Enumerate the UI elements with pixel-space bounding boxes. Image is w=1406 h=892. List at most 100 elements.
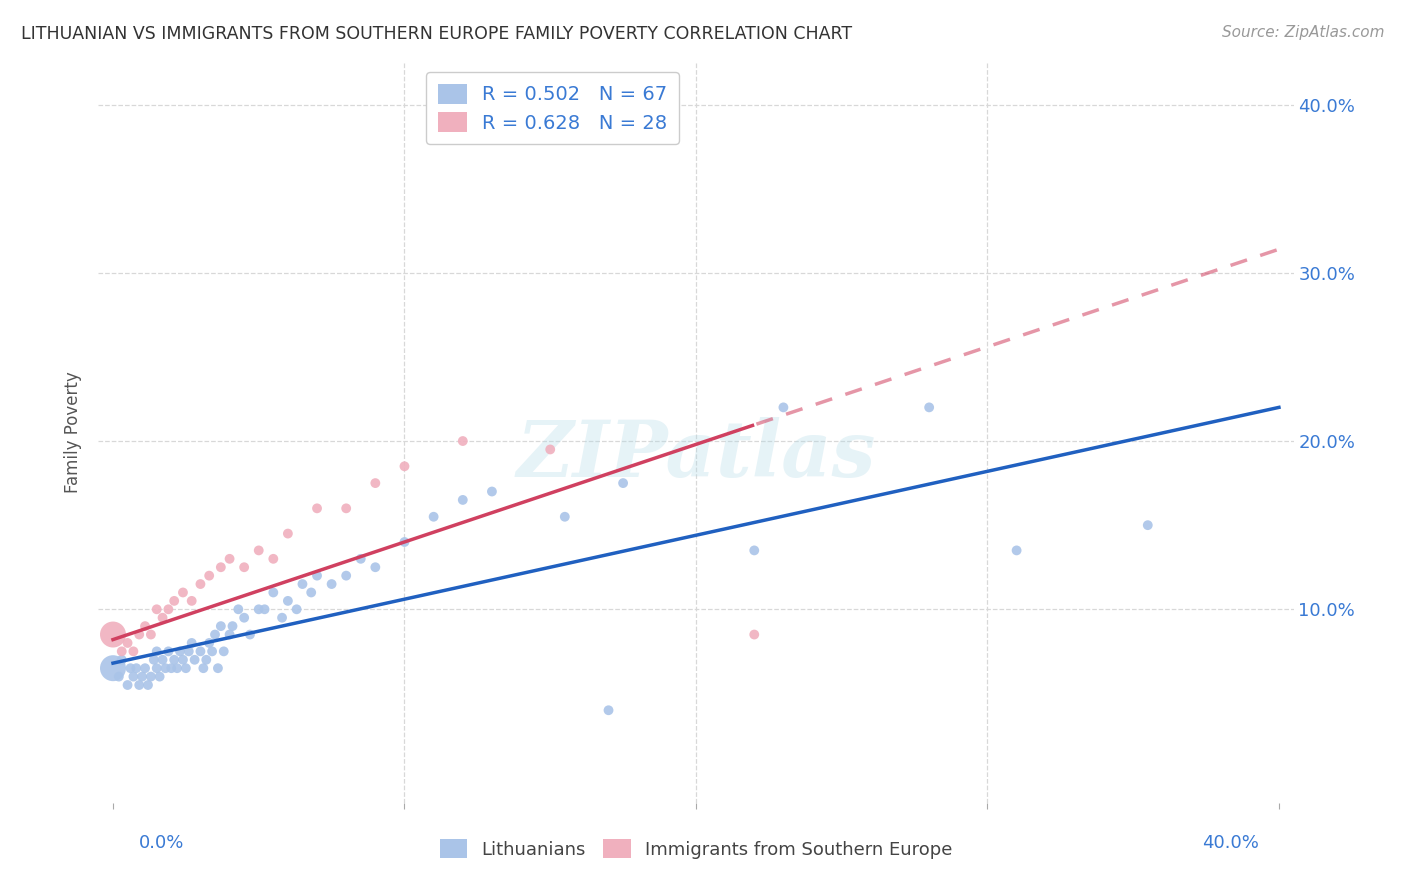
Point — [122, 670, 145, 684]
Point — [117, 636, 139, 650]
Point — [321, 577, 343, 591]
Point — [1005, 543, 1028, 558]
Point — [239, 627, 262, 641]
Point — [207, 661, 229, 675]
Point — [101, 661, 124, 675]
Point — [190, 644, 212, 658]
Text: Source: ZipAtlas.com: Source: ZipAtlas.com — [1222, 25, 1385, 40]
Point — [253, 602, 276, 616]
Point — [122, 644, 145, 658]
Point — [742, 627, 765, 641]
Point — [198, 636, 221, 650]
Point — [204, 627, 226, 641]
Point — [139, 627, 162, 641]
Point — [155, 661, 177, 675]
Point — [218, 627, 240, 641]
Point — [305, 501, 328, 516]
Point — [1136, 518, 1159, 533]
Point — [271, 610, 294, 624]
Point — [145, 661, 167, 675]
Point — [136, 678, 159, 692]
Point — [163, 594, 186, 608]
Point — [157, 602, 180, 616]
Point — [598, 703, 620, 717]
Point — [190, 577, 212, 591]
Point — [335, 568, 357, 582]
Point — [612, 476, 634, 491]
Point — [299, 585, 322, 599]
Point — [772, 401, 794, 415]
Point — [152, 653, 174, 667]
Point — [451, 492, 474, 507]
Point — [128, 678, 150, 692]
Point — [212, 644, 235, 658]
Point — [422, 509, 444, 524]
Point — [149, 670, 172, 684]
Point — [233, 610, 256, 624]
Point — [285, 602, 308, 616]
Point — [142, 653, 165, 667]
Point — [193, 661, 215, 675]
Point — [554, 509, 576, 524]
Y-axis label: Family Poverty: Family Poverty — [65, 372, 83, 493]
Point — [364, 476, 387, 491]
Point — [201, 644, 224, 658]
Text: ZIPatlas: ZIPatlas — [516, 417, 876, 493]
Point — [166, 661, 188, 675]
Point — [335, 501, 357, 516]
Point — [174, 661, 197, 675]
Point — [134, 619, 156, 633]
Point — [145, 644, 167, 658]
Point — [228, 602, 250, 616]
Point — [262, 551, 284, 566]
Point — [134, 661, 156, 675]
Point — [177, 644, 200, 658]
Point — [180, 636, 202, 650]
Point — [152, 610, 174, 624]
Point — [277, 594, 299, 608]
Point — [277, 526, 299, 541]
Point — [291, 577, 314, 591]
Point — [394, 535, 416, 549]
Point — [183, 653, 205, 667]
Point — [108, 670, 131, 684]
Point — [305, 568, 328, 582]
Point — [180, 594, 202, 608]
Point — [128, 627, 150, 641]
Point — [198, 568, 221, 582]
Point — [209, 619, 232, 633]
Point — [101, 627, 124, 641]
Point — [169, 644, 191, 658]
Point — [481, 484, 503, 499]
Point — [160, 661, 183, 675]
Text: 40.0%: 40.0% — [1202, 834, 1258, 852]
Point — [120, 661, 142, 675]
Point — [111, 653, 134, 667]
Point — [125, 661, 148, 675]
Point — [172, 653, 194, 667]
Text: LITHUANIAN VS IMMIGRANTS FROM SOUTHERN EUROPE FAMILY POVERTY CORRELATION CHART: LITHUANIAN VS IMMIGRANTS FROM SOUTHERN E… — [21, 25, 852, 43]
Point — [195, 653, 218, 667]
Point — [111, 644, 134, 658]
Point — [233, 560, 256, 574]
Point — [247, 543, 270, 558]
Point — [538, 442, 561, 457]
Point — [117, 678, 139, 692]
Point — [364, 560, 387, 574]
Point — [918, 401, 941, 415]
Point — [262, 585, 284, 599]
Point — [221, 619, 243, 633]
Point — [451, 434, 474, 448]
Point — [394, 459, 416, 474]
Point — [139, 670, 162, 684]
Point — [218, 551, 240, 566]
Point — [742, 543, 765, 558]
Point — [157, 644, 180, 658]
Text: 0.0%: 0.0% — [139, 834, 184, 852]
Point — [172, 585, 194, 599]
Point — [131, 670, 153, 684]
Point — [247, 602, 270, 616]
Point — [209, 560, 232, 574]
Point — [350, 551, 373, 566]
Point — [145, 602, 167, 616]
